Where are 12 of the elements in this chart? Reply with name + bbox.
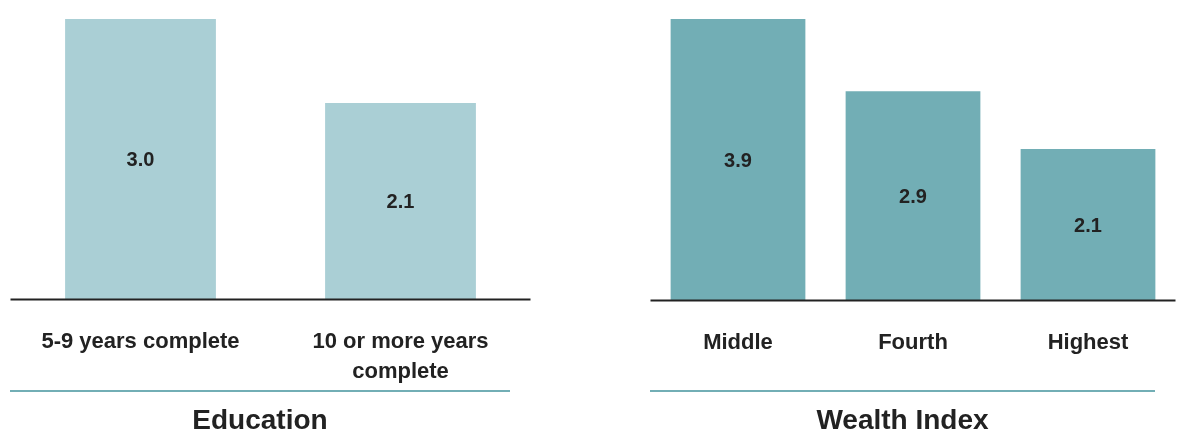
x-axis-title: Wealth Index: [816, 403, 989, 437]
x-tick-label: Middle: [703, 328, 773, 354]
x-tick-label: Fourth: [878, 328, 948, 354]
x-axis-title: Education: [192, 403, 328, 437]
data-label: 2.1: [386, 190, 415, 213]
data-label: 3.9: [724, 148, 752, 171]
x-tick-label: Highest: [1047, 328, 1130, 354]
x-tick-label: 10 or more years complete: [312, 327, 489, 383]
data-label: 2.1: [1074, 213, 1102, 236]
x-tick-label: 5-9 years complete: [41, 327, 240, 353]
data-label: 2.9: [899, 184, 927, 207]
data-label: 3.0: [126, 148, 155, 171]
